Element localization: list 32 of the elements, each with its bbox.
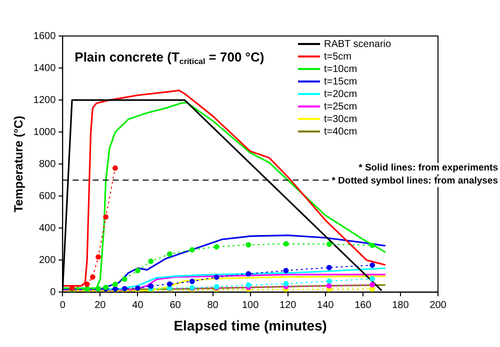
x-tick-label: 120 (280, 300, 297, 311)
legend-label: RABT scenario (324, 38, 392, 50)
x-tick-label: 20 (94, 300, 106, 311)
legend-label: t=15cm (324, 76, 358, 88)
y-tick-label: 1400 (33, 62, 56, 74)
x-tick-label: 160 (354, 300, 372, 311)
y-tick-label: 1600 (33, 30, 56, 42)
x-axis-title: Elapsed time (minutes) (174, 317, 327, 334)
x-tick-label: 60 (170, 300, 182, 311)
y-tick-label: 400 (38, 222, 56, 234)
y-tick-label: 200 (38, 254, 56, 266)
y-tick-label: 1000 (33, 126, 56, 138)
x-tick-label: 80 (207, 300, 219, 311)
y-tick-label: 0 (50, 286, 56, 298)
legend-label: t=40cm (324, 126, 358, 138)
annotation: * Dotted symbol lines: from analyses (332, 176, 498, 187)
x-tick-label: 200 (430, 300, 447, 311)
legend-label: t=20cm (324, 88, 358, 100)
legend-label: t=25cm (324, 101, 358, 112)
x-tick-label: 100 (242, 300, 260, 311)
x-tick-label: 180 (392, 300, 410, 311)
y-tick-label: 800 (38, 158, 56, 170)
annotation: * Solid lines: from experiments (358, 162, 498, 174)
legend-label: t=5cm (324, 51, 352, 62)
y-axis-title: Temperature (°C) (12, 116, 26, 212)
y-tick-label: 1200 (33, 94, 56, 106)
y-tick-label: 600 (38, 190, 56, 202)
x-tick-label: 0 (60, 300, 66, 311)
legend-label: t=10cm (324, 64, 358, 75)
x-tick-label: 40 (132, 300, 144, 311)
x-tick-label: 140 (317, 300, 334, 311)
legend-label: t=30cm (324, 114, 358, 125)
